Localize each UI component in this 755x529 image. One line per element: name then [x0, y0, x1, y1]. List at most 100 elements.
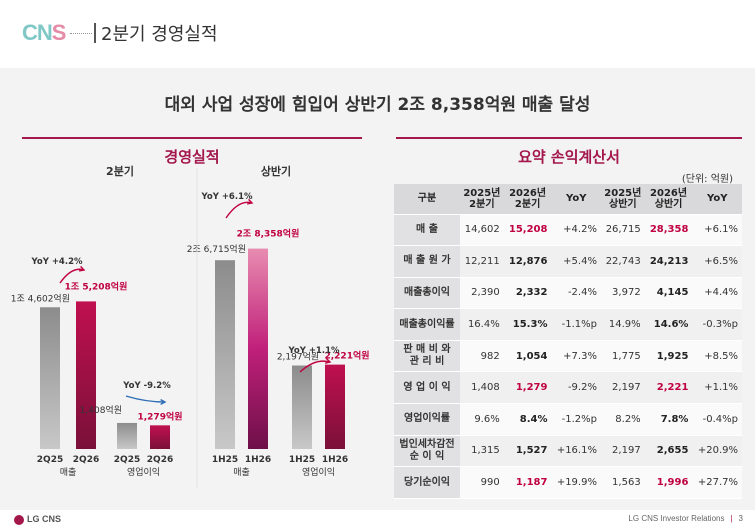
table-cell: 2,332: [503, 277, 552, 310]
yoy-label: YoY +6.1%: [200, 192, 253, 202]
table-row: 영업이익률 9.6% 8.4% -1.2%p 8.2% 7.8% -0.4%p: [394, 403, 742, 436]
table-cell: 990: [460, 466, 504, 499]
row-label: 매출총이익: [394, 277, 460, 310]
yoy-arrow: [125, 395, 166, 403]
table-cell: 14.6%: [644, 308, 693, 341]
table-row: 법인세차감전 순 이 익 1,315 1,527 +16.1% 2,197 2,655 +2…: [394, 435, 742, 468]
bar-1H25: [292, 365, 312, 449]
table-unit: (단위: 억원): [681, 174, 733, 185]
yoy-label: YoY +4.2%: [30, 257, 83, 267]
table-cell: 1,279: [503, 371, 552, 405]
value-label: 1,408억원: [80, 404, 122, 416]
tick-label: 1H25: [289, 455, 315, 465]
row-label: 당기순이익: [394, 466, 460, 499]
page-title: 2분기 경영실적: [101, 24, 218, 45]
table-cell: +16.1%: [551, 435, 601, 468]
table-header-row: 구분 2025년 2분기 2026년 2분기 YoY 2025년 상반기 2026년 상반…: [394, 184, 742, 215]
table-header-cell: 2026년 2분기: [503, 184, 552, 215]
table-cell: +19.9%: [551, 466, 601, 499]
row-label: 매 출 원 가: [394, 245, 460, 278]
table-cell: -2.4%: [551, 277, 601, 310]
table-cell: +5.4%: [551, 245, 601, 278]
table-cell: 8.4%: [503, 403, 552, 436]
table-cell: 28,358: [644, 214, 693, 247]
table-cell: 1,563: [600, 466, 645, 499]
page-header: CNS 2분기 경영실적: [0, 0, 755, 68]
tick-label: 1H26: [322, 455, 348, 465]
table-cell: 1,775: [600, 340, 645, 373]
left-section-title: 경영실적: [164, 148, 220, 166]
right-section-title: 요약 손익계산서: [518, 148, 620, 166]
table-cell: +1.1%: [692, 371, 742, 405]
yoy-arrowhead: [78, 265, 86, 272]
table-row: 매출총이익률 16.4% 15.3% -1.1%p 14.9% 14.6% -0.3%p: [394, 308, 742, 341]
table-cell: 9.6%: [460, 403, 504, 436]
value-label: 2,221억원: [324, 350, 369, 362]
tick-label: 2Q25: [37, 455, 63, 465]
left-section-rule: [22, 137, 362, 139]
row-label: 영 업 이 익: [394, 371, 460, 405]
table-cell: -0.4%p: [692, 403, 742, 436]
table-cell: +20.9%: [692, 435, 742, 468]
table-cell: 1,527: [503, 435, 552, 468]
table-cell: +6.5%: [692, 245, 742, 278]
table-cell: -1.2%p: [551, 403, 601, 436]
table-cell: 2,655: [644, 435, 693, 468]
yoy-arrow: [299, 360, 331, 373]
table-cell: -0.3%p: [692, 308, 742, 341]
bar-2Q25: [117, 422, 137, 449]
table-cell: 26,715: [600, 214, 645, 247]
footer-right: LG CNS Investor Relations | 3: [628, 514, 743, 523]
table-cell: +4.2%: [551, 214, 601, 247]
table-cell: 12,876: [503, 245, 552, 278]
table-cell: 4,145: [644, 277, 693, 310]
bar-1H25: [215, 260, 235, 449]
table-cell: 14,602: [460, 214, 504, 247]
tick-label: 2Q26: [147, 455, 173, 465]
table-cell: 3,972: [600, 277, 645, 310]
table-cell: 1,925: [644, 340, 693, 373]
table-cell: +4.4%: [692, 277, 742, 310]
results-chart: 2분기 상반기 2Q25 1조 4,602억원 2Q26 1조 5,208억원 매출 YoY …: [0, 68, 385, 510]
table-header-cell: 2026년 상반기: [644, 184, 693, 215]
table-cell: 2,197: [600, 435, 645, 468]
table-row: 매 출 원 가 12,211 12,876 +5.4% 22,743 24,213 +6.5…: [394, 245, 742, 278]
table-cell: +27.7%: [692, 466, 742, 499]
table-cell: 15,208: [503, 214, 552, 247]
table-header-cell: 구분: [394, 184, 460, 215]
table-cell: 982: [460, 340, 504, 373]
table-cell: 12,211: [460, 245, 504, 278]
table-header-cell: YoY: [551, 184, 601, 215]
tick-label: 1H26: [245, 455, 271, 465]
yoy-arrowhead: [246, 198, 254, 205]
table-cell: 1,315: [460, 435, 504, 468]
table-cell: +7.3%: [551, 340, 601, 373]
lg-logo-icon: [14, 514, 24, 525]
table-cell: 2,390: [460, 277, 504, 310]
table-cell: 16.4%: [460, 308, 504, 341]
table-header-cell: YoY: [692, 184, 742, 215]
yoy-arrowhead: [324, 358, 332, 364]
table-cell: -1.1%p: [551, 308, 601, 341]
row-label: 판 매 비 와 관 리 비: [394, 340, 460, 373]
bar-2Q25: [40, 307, 60, 449]
value-label: 2조 8,358억원: [237, 228, 300, 240]
logo-divider: [70, 33, 92, 34]
bar-1H26: [248, 248, 268, 449]
table-cell: +8.5%: [692, 340, 742, 373]
title-bar: [94, 23, 96, 43]
table-cell: 2,221: [644, 371, 693, 405]
table-cell: 14.9%: [600, 308, 645, 341]
table-cell: -9.2%: [551, 371, 601, 405]
row-label: 법인세차감전 순 이 익: [394, 435, 460, 468]
table-cell: 8.2%: [600, 403, 645, 436]
table-cell: 7.8%: [644, 403, 693, 436]
value-label: 1조 4,602억원: [11, 292, 70, 304]
table-cell: 24,213: [644, 245, 693, 278]
table-row: 영 업 이 익 1,408 1,279 -9.2% 2,197 2,221 +1.1%: [394, 371, 742, 405]
row-label: 영업이익률: [394, 403, 460, 436]
row-label: 매 출: [394, 214, 460, 247]
main-content: 대외 사업 성장에 힘입어 상반기 2조 8,358억원 매출 달성 경영실적 …: [0, 68, 755, 510]
right-section-rule: [396, 137, 742, 139]
